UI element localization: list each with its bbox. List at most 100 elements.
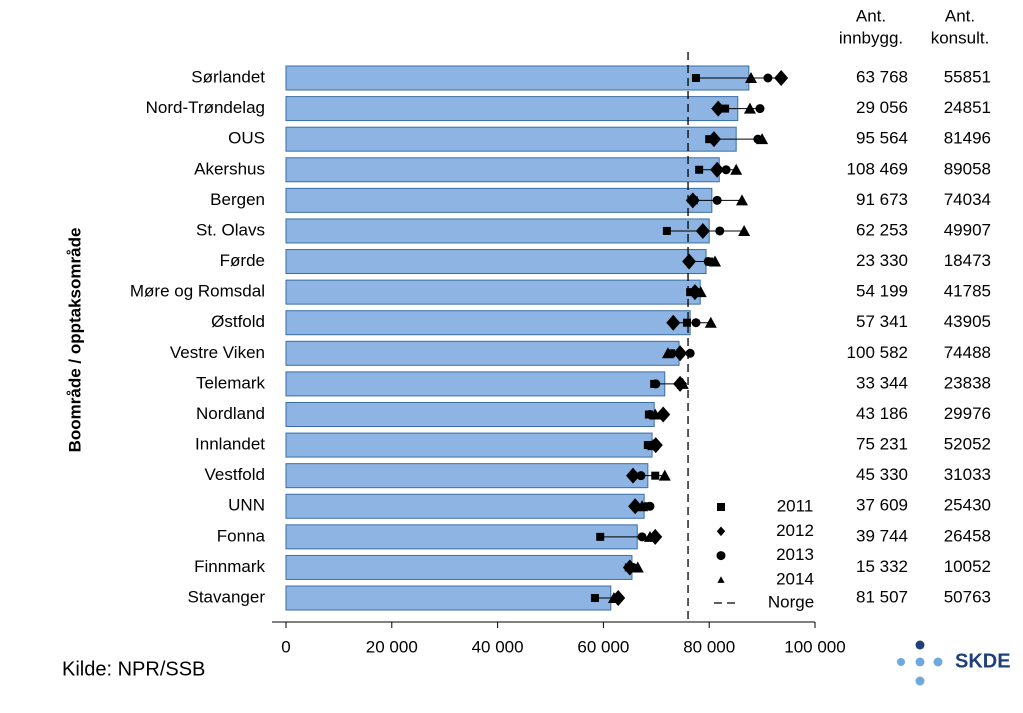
table-cell: 29 056 bbox=[856, 98, 908, 117]
table-cell: 74034 bbox=[944, 190, 991, 209]
table-cell: 33 344 bbox=[856, 373, 908, 392]
table-cell: 55851 bbox=[944, 67, 991, 86]
bar bbox=[285, 432, 653, 458]
category-label: Vestfold bbox=[205, 465, 266, 484]
legend-label: 2011 bbox=[777, 496, 814, 515]
legend-label: 2014 bbox=[776, 569, 814, 588]
table-cell: 29976 bbox=[944, 404, 991, 423]
table-header: Ant. bbox=[856, 6, 886, 25]
legend-marker bbox=[717, 576, 725, 583]
x-tick-label: 20 000 bbox=[366, 637, 418, 656]
table-cell: 100 582 bbox=[847, 343, 908, 362]
marker-circle bbox=[715, 226, 725, 236]
table-cell: 54 199 bbox=[856, 282, 908, 301]
x-tick-label: 60 000 bbox=[577, 637, 629, 656]
marker-triangle bbox=[730, 163, 743, 175]
bar bbox=[285, 554, 633, 580]
marker-circle bbox=[645, 501, 655, 511]
marker-triangle bbox=[661, 347, 674, 359]
category-label: UNN bbox=[228, 496, 265, 515]
table-cell: 95 564 bbox=[856, 129, 908, 148]
marker-triangle bbox=[649, 408, 662, 420]
marker-triangle bbox=[643, 530, 656, 542]
table-cell: 108 469 bbox=[847, 159, 908, 178]
category-label: Telemark bbox=[196, 373, 265, 392]
marker-diamond bbox=[673, 345, 688, 362]
bar bbox=[285, 524, 638, 550]
marker-diamond bbox=[682, 253, 697, 270]
bar bbox=[285, 157, 720, 183]
table-cell: 41785 bbox=[944, 282, 991, 301]
table-cell: 81496 bbox=[944, 129, 991, 148]
table-cell: 31033 bbox=[944, 465, 991, 484]
table-cell: 18473 bbox=[944, 251, 991, 270]
table-cell: 15 332 bbox=[856, 557, 908, 576]
marker-diamond bbox=[626, 467, 641, 484]
legend-label: 2013 bbox=[776, 545, 814, 564]
marker-circle bbox=[651, 379, 661, 389]
table-cell: 63 768 bbox=[856, 67, 908, 86]
marker-square bbox=[651, 471, 660, 480]
table-cell: 43905 bbox=[944, 312, 991, 331]
bar bbox=[285, 279, 701, 305]
x-tick-label: 40 000 bbox=[472, 637, 524, 656]
table-cell: 49907 bbox=[944, 220, 991, 239]
marker-circle bbox=[721, 165, 731, 175]
marker-circle bbox=[637, 532, 647, 542]
marker-diamond bbox=[710, 161, 725, 178]
marker-triangle bbox=[738, 224, 751, 236]
legend-marker bbox=[716, 551, 726, 561]
marker-diamond bbox=[695, 222, 710, 239]
marker-triangle bbox=[631, 561, 644, 573]
category-label: Innlandet bbox=[195, 435, 265, 454]
x-tick-label: 0 bbox=[281, 637, 290, 656]
bar bbox=[285, 96, 739, 122]
marker-triangle bbox=[709, 255, 722, 267]
marker-circle bbox=[685, 348, 695, 358]
marker-diamond bbox=[666, 314, 681, 331]
marker-square bbox=[662, 226, 671, 235]
marker-diamond bbox=[685, 192, 700, 209]
x-tick-label: 80 000 bbox=[683, 637, 735, 656]
logo-dots bbox=[897, 640, 943, 686]
legend-label: Norge bbox=[768, 592, 814, 611]
category-label: Stavanger bbox=[188, 588, 266, 607]
table-cell: 52052 bbox=[944, 435, 991, 454]
category-label: Akershus bbox=[194, 159, 265, 178]
table-cell: 24851 bbox=[944, 98, 991, 117]
marker-circle bbox=[703, 257, 713, 267]
bar bbox=[285, 371, 666, 397]
bar bbox=[285, 493, 645, 519]
marker-triangle bbox=[735, 194, 748, 206]
y-axis-label: Boområde / opptaksområde bbox=[65, 228, 84, 453]
table-cell: 25430 bbox=[944, 496, 991, 515]
table-cell: 26458 bbox=[944, 526, 991, 545]
marker-triangle bbox=[647, 439, 660, 451]
bar bbox=[285, 249, 707, 275]
table-cell: 62 253 bbox=[856, 220, 908, 239]
table-cell: 37 609 bbox=[856, 496, 908, 515]
marker-diamond bbox=[706, 131, 721, 148]
marker-circle bbox=[755, 104, 765, 114]
category-label: Østfold bbox=[211, 312, 265, 331]
legend-label: 2012 bbox=[776, 521, 814, 540]
marker-triangle bbox=[676, 377, 689, 389]
category-label: Nord-Trøndelag bbox=[146, 98, 265, 117]
category-label: St. Olavs bbox=[196, 220, 265, 239]
bar bbox=[285, 340, 680, 366]
category-label: Nordland bbox=[196, 404, 265, 423]
marker-triangle bbox=[756, 133, 769, 145]
bar bbox=[285, 310, 691, 336]
marker-triangle bbox=[743, 102, 756, 114]
marker-circle bbox=[636, 471, 646, 481]
category-label: Finnmark bbox=[194, 557, 265, 576]
marker-square bbox=[682, 318, 691, 327]
marker-diamond bbox=[711, 100, 726, 117]
marker-square bbox=[691, 74, 700, 82]
table-cell: 91 673 bbox=[856, 190, 908, 209]
table-cell: 45 330 bbox=[856, 465, 908, 484]
logo: SKDE bbox=[955, 650, 1011, 672]
bar bbox=[285, 401, 655, 427]
bar bbox=[285, 65, 750, 91]
